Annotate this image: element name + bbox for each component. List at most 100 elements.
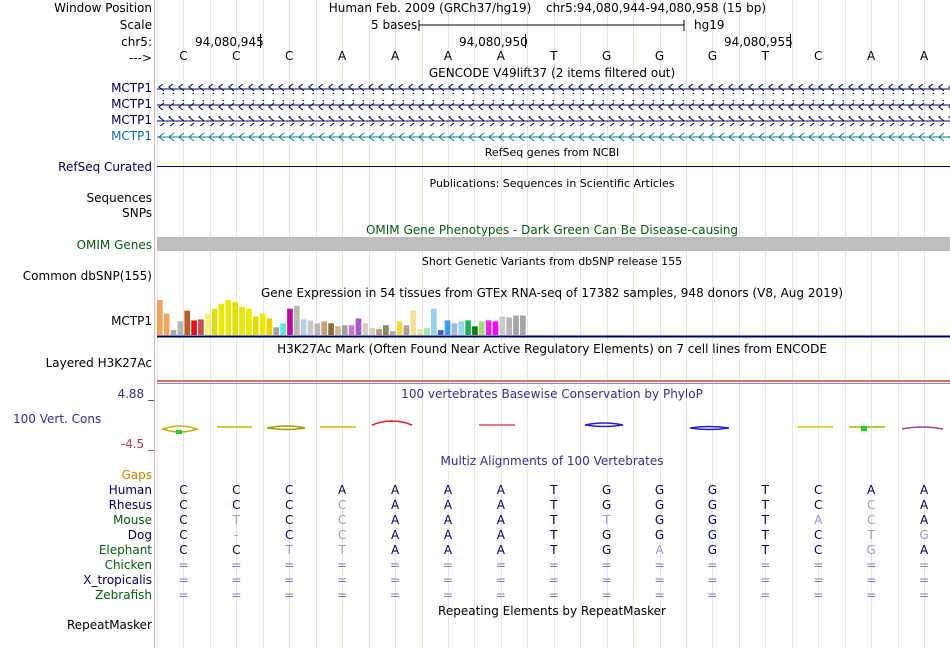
position-range[interactable]: chr5:94,080,944-94,080,958 (15 bp) xyxy=(545,1,767,15)
grid-line xyxy=(395,0,397,648)
grid-line xyxy=(844,0,846,648)
species-label[interactable]: Rhesus xyxy=(108,498,152,512)
gtex-tissue-bar xyxy=(184,310,191,335)
gtex-tissue-bar xyxy=(163,313,170,335)
gencode-transcripts[interactable] xyxy=(157,82,950,146)
repeatmasker-label[interactable]: RepeatMasker xyxy=(66,618,152,632)
gencode-item-label[interactable]: MCTP1 xyxy=(111,97,152,111)
phylop-base-glyph xyxy=(266,425,306,431)
gtex-tissue-bar xyxy=(431,308,437,335)
scale-text: 5 bases xyxy=(371,18,418,32)
gencode-item-label[interactable]: MCTP1 xyxy=(111,81,152,95)
species-label[interactable]: Chicken xyxy=(104,558,152,572)
scale-label: Scale xyxy=(119,18,152,32)
gtex-tissue-bar xyxy=(259,313,266,335)
gtex-tissue-bar xyxy=(307,320,314,335)
gaps-label[interactable]: Gaps xyxy=(121,468,152,482)
species-label[interactable]: Zebrafish xyxy=(95,588,152,602)
ruler-tick xyxy=(260,34,261,48)
gtex-tissue-bar xyxy=(499,316,506,335)
gtex-tissue-bar xyxy=(506,317,512,335)
phylop-base-glyph xyxy=(160,425,200,434)
publications-title[interactable]: Publications: Sequences in Scientific Ar… xyxy=(429,177,675,190)
species-label[interactable]: Elephant xyxy=(98,543,152,557)
gtex-tissue-bar xyxy=(451,323,458,335)
publications-label-snps[interactable]: SNPs xyxy=(122,206,152,220)
transcript-line xyxy=(157,132,950,142)
gtex-tissue-bar xyxy=(335,326,341,335)
gtex-tissue-bar xyxy=(300,319,307,335)
gtex-tissue-bar xyxy=(287,308,293,335)
refseq-title[interactable]: RefSeq genes from NCBI xyxy=(484,146,620,159)
gtex-tissue-bar xyxy=(410,310,417,335)
h3k27ac-title[interactable]: H3K27Ac Mark (Often Found Near Active Re… xyxy=(277,342,827,356)
gtex-tissue-bar xyxy=(191,320,197,335)
phylop-base-glyph xyxy=(901,426,944,430)
omim-label[interactable]: OMIM Genes xyxy=(76,238,152,252)
phylop-base-glyph xyxy=(371,420,413,426)
gtex-tissue-bar xyxy=(246,308,252,335)
gtex-tissue-bar xyxy=(492,321,499,335)
gtex-tissue-bar xyxy=(252,316,259,335)
gencode-title[interactable]: GENCODE V49lift37 (2 items filtered out) xyxy=(428,66,676,80)
gtex-chart[interactable] xyxy=(157,299,950,339)
phylop-label[interactable]: 100 Vert. Cons xyxy=(13,412,102,426)
gtex-tissue-bar xyxy=(478,321,485,335)
repeatmasker-title[interactable]: Repeating Elements by RepeatMasker xyxy=(438,604,666,618)
gtex-tissue-bar xyxy=(232,301,238,335)
gtex-tissue-bar xyxy=(198,319,204,335)
gencode-item-label[interactable]: MCTP1 xyxy=(111,113,152,127)
ruler-tick xyxy=(525,34,526,48)
h3k27ac-signal[interactable] xyxy=(157,378,950,386)
gtex-tissue-bar xyxy=(328,323,334,335)
grid-line xyxy=(791,0,793,648)
gtex-tissue-bar xyxy=(314,323,321,335)
grid-line xyxy=(606,0,608,648)
grid-line xyxy=(871,0,873,648)
dbsnp-label[interactable]: Common dbSNP(155) xyxy=(22,269,152,283)
gtex-tissue-bar xyxy=(383,325,389,335)
dbsnp-title[interactable]: Short Genetic Variants from dbSNP releas… xyxy=(421,255,683,268)
publications-label-sequences[interactable]: Sequences xyxy=(86,191,152,205)
gtex-tissue-bar xyxy=(204,313,211,335)
gtex-tissue-bar xyxy=(294,305,300,335)
grid-line xyxy=(368,0,370,648)
refseq-label[interactable]: RefSeq Curated xyxy=(58,160,152,174)
transcript-line xyxy=(157,84,950,94)
species-label[interactable]: Mouse xyxy=(113,513,152,527)
label-divider xyxy=(154,0,155,648)
species-label[interactable]: Dog xyxy=(127,528,152,542)
grid-line xyxy=(659,0,661,648)
grid-line xyxy=(712,0,714,648)
transcript-line xyxy=(157,116,950,126)
refseq-gene-line[interactable] xyxy=(157,166,950,167)
phylop-base-glyph xyxy=(849,426,885,431)
phylop-title[interactable]: 100 vertebrates Basewise Conservation by… xyxy=(401,387,703,401)
gtex-tissue-bar xyxy=(485,320,492,335)
grid-line xyxy=(686,0,687,648)
multiz-title[interactable]: Multiz Alignments of 100 Vertebrates xyxy=(440,454,664,468)
grid-line xyxy=(633,0,635,648)
gtex-tissue-bar xyxy=(273,327,280,335)
gtex-label[interactable]: MCTP1 xyxy=(111,314,152,328)
species-label[interactable]: X_tropicalis xyxy=(83,573,152,587)
phylop-plot[interactable] xyxy=(157,415,950,439)
gtex-tissue-bar xyxy=(389,331,396,335)
gtex-tissue-bar xyxy=(369,328,375,335)
gtex-tissue-bar xyxy=(376,329,382,335)
omim-title[interactable]: OMIM Gene Phenotypes - Dark Green Can Be… xyxy=(365,223,739,237)
species-label[interactable]: Human xyxy=(108,483,152,497)
h3k27ac-label[interactable]: Layered H3K27Ac xyxy=(45,356,152,370)
gtex-tissue-bar xyxy=(472,326,478,335)
gtex-tissue-bar xyxy=(218,303,225,335)
grid-line xyxy=(924,0,926,648)
gtex-tissue-bar xyxy=(513,315,519,335)
grid-line xyxy=(421,0,423,648)
gtex-title[interactable]: Gene Expression in 54 tissues from GTEx … xyxy=(260,286,844,300)
gtex-tissue-bar xyxy=(362,323,369,335)
gtex-tissue-bar xyxy=(396,321,403,335)
omim-feature-bar[interactable] xyxy=(157,237,950,251)
gtex-tissue-bar xyxy=(417,329,423,335)
gencode-item-label[interactable]: MCTP1 xyxy=(111,129,152,143)
gtex-tissue-bar xyxy=(403,325,410,335)
